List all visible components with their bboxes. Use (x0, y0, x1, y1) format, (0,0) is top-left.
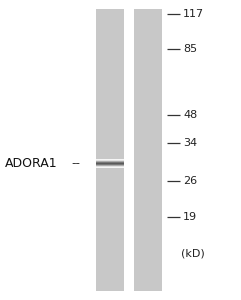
Text: 26: 26 (183, 176, 197, 186)
Text: 19: 19 (183, 212, 197, 222)
Text: 85: 85 (183, 44, 197, 54)
Text: --: -- (71, 157, 80, 170)
Text: (kD): (kD) (181, 248, 205, 259)
Text: ADORA1: ADORA1 (5, 157, 57, 170)
Text: 34: 34 (183, 137, 197, 148)
Text: 48: 48 (183, 110, 197, 120)
Bar (96, 9, 124, 291)
Text: 117: 117 (183, 9, 204, 20)
Bar (134, 9, 162, 291)
